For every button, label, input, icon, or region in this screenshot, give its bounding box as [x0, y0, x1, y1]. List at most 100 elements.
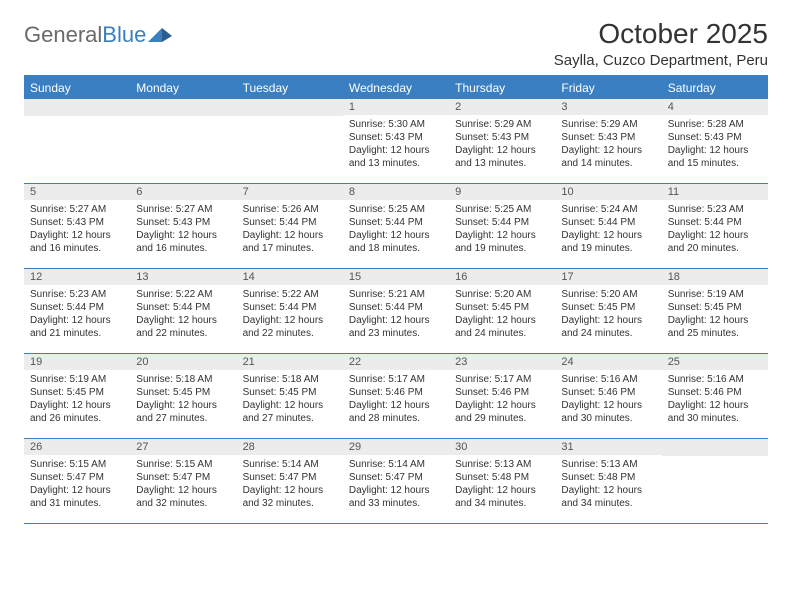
weekday-header: Monday [130, 77, 236, 99]
daylight-line: Daylight: 12 hours and 20 minutes. [668, 229, 762, 255]
daylight-line: Daylight: 12 hours and 19 minutes. [561, 229, 655, 255]
sunrise-line: Sunrise: 5:18 AM [243, 373, 337, 386]
day-cell: 11Sunrise: 5:23 AMSunset: 5:44 PMDayligh… [662, 184, 768, 268]
logo-text-blue: Blue [102, 22, 146, 48]
sunrise-line: Sunrise: 5:18 AM [136, 373, 230, 386]
logo: GeneralBlue [24, 18, 172, 48]
day-body: Sunrise: 5:23 AMSunset: 5:44 PMDaylight:… [24, 285, 130, 344]
day-number: 2 [449, 99, 555, 115]
day-body: Sunrise: 5:30 AMSunset: 5:43 PMDaylight:… [343, 115, 449, 174]
day-number: 28 [237, 439, 343, 455]
day-body: Sunrise: 5:25 AMSunset: 5:44 PMDaylight:… [343, 200, 449, 259]
day-body: Sunrise: 5:27 AMSunset: 5:43 PMDaylight:… [130, 200, 236, 259]
day-body: Sunrise: 5:29 AMSunset: 5:43 PMDaylight:… [449, 115, 555, 174]
week-row: 12Sunrise: 5:23 AMSunset: 5:44 PMDayligh… [24, 269, 768, 354]
day-number: 29 [343, 439, 449, 455]
month-title: October 2025 [554, 18, 768, 50]
sunset-line: Sunset: 5:45 PM [455, 301, 549, 314]
header: GeneralBlue October 2025 Saylla, Cuzco D… [24, 18, 768, 69]
day-cell [130, 99, 236, 183]
day-body: Sunrise: 5:17 AMSunset: 5:46 PMDaylight:… [343, 370, 449, 429]
calendar: SundayMondayTuesdayWednesdayThursdayFrid… [24, 75, 768, 524]
sunset-line: Sunset: 5:43 PM [30, 216, 124, 229]
daylight-line: Daylight: 12 hours and 22 minutes. [243, 314, 337, 340]
day-body: Sunrise: 5:17 AMSunset: 5:46 PMDaylight:… [449, 370, 555, 429]
sunrise-line: Sunrise: 5:16 AM [668, 373, 762, 386]
sunrise-line: Sunrise: 5:13 AM [455, 458, 549, 471]
day-cell [237, 99, 343, 183]
weekday-row: SundayMondayTuesdayWednesdayThursdayFrid… [24, 77, 768, 99]
daylight-line: Daylight: 12 hours and 21 minutes. [30, 314, 124, 340]
daylight-line: Daylight: 12 hours and 30 minutes. [561, 399, 655, 425]
sunrise-line: Sunrise: 5:19 AM [30, 373, 124, 386]
day-cell: 24Sunrise: 5:16 AMSunset: 5:46 PMDayligh… [555, 354, 661, 438]
day-cell: 3Sunrise: 5:29 AMSunset: 5:43 PMDaylight… [555, 99, 661, 183]
sunrise-line: Sunrise: 5:28 AM [668, 118, 762, 131]
sunset-line: Sunset: 5:43 PM [561, 131, 655, 144]
daylight-line: Daylight: 12 hours and 23 minutes. [349, 314, 443, 340]
day-body [130, 116, 236, 123]
daylight-line: Daylight: 12 hours and 25 minutes. [668, 314, 762, 340]
logo-mark-icon [148, 22, 172, 48]
sunset-line: Sunset: 5:44 PM [243, 216, 337, 229]
day-cell: 9Sunrise: 5:25 AMSunset: 5:44 PMDaylight… [449, 184, 555, 268]
weeks-container: 1Sunrise: 5:30 AMSunset: 5:43 PMDaylight… [24, 99, 768, 524]
day-body: Sunrise: 5:13 AMSunset: 5:48 PMDaylight:… [555, 455, 661, 514]
daylight-line: Daylight: 12 hours and 32 minutes. [136, 484, 230, 510]
sunrise-line: Sunrise: 5:20 AM [455, 288, 549, 301]
week-row: 19Sunrise: 5:19 AMSunset: 5:45 PMDayligh… [24, 354, 768, 439]
sunrise-line: Sunrise: 5:27 AM [30, 203, 124, 216]
sunset-line: Sunset: 5:47 PM [30, 471, 124, 484]
day-cell: 14Sunrise: 5:22 AMSunset: 5:44 PMDayligh… [237, 269, 343, 353]
day-cell: 27Sunrise: 5:15 AMSunset: 5:47 PMDayligh… [130, 439, 236, 523]
day-cell [662, 439, 768, 523]
day-body: Sunrise: 5:21 AMSunset: 5:44 PMDaylight:… [343, 285, 449, 344]
sunset-line: Sunset: 5:48 PM [561, 471, 655, 484]
daylight-line: Daylight: 12 hours and 31 minutes. [30, 484, 124, 510]
sunset-line: Sunset: 5:44 PM [349, 216, 443, 229]
sunset-line: Sunset: 5:46 PM [668, 386, 762, 399]
day-cell: 7Sunrise: 5:26 AMSunset: 5:44 PMDaylight… [237, 184, 343, 268]
day-body: Sunrise: 5:22 AMSunset: 5:44 PMDaylight:… [237, 285, 343, 344]
day-body: Sunrise: 5:24 AMSunset: 5:44 PMDaylight:… [555, 200, 661, 259]
weekday-header: Saturday [662, 77, 768, 99]
sunrise-line: Sunrise: 5:15 AM [136, 458, 230, 471]
day-number: 16 [449, 269, 555, 285]
daylight-line: Daylight: 12 hours and 24 minutes. [561, 314, 655, 340]
sunrise-line: Sunrise: 5:16 AM [561, 373, 655, 386]
daylight-line: Daylight: 12 hours and 16 minutes. [136, 229, 230, 255]
day-cell: 22Sunrise: 5:17 AMSunset: 5:46 PMDayligh… [343, 354, 449, 438]
sunset-line: Sunset: 5:44 PM [136, 301, 230, 314]
daylight-line: Daylight: 12 hours and 27 minutes. [243, 399, 337, 425]
sunrise-line: Sunrise: 5:22 AM [243, 288, 337, 301]
sunset-line: Sunset: 5:47 PM [349, 471, 443, 484]
sunrise-line: Sunrise: 5:19 AM [668, 288, 762, 301]
day-number: 9 [449, 184, 555, 200]
day-cell: 21Sunrise: 5:18 AMSunset: 5:45 PMDayligh… [237, 354, 343, 438]
daylight-line: Daylight: 12 hours and 29 minutes. [455, 399, 549, 425]
day-number: 4 [662, 99, 768, 115]
day-number: 13 [130, 269, 236, 285]
sunrise-line: Sunrise: 5:22 AM [136, 288, 230, 301]
weekday-header: Wednesday [343, 77, 449, 99]
day-number [130, 99, 236, 116]
day-number: 27 [130, 439, 236, 455]
sunrise-line: Sunrise: 5:30 AM [349, 118, 443, 131]
day-cell: 4Sunrise: 5:28 AMSunset: 5:43 PMDaylight… [662, 99, 768, 183]
day-body: Sunrise: 5:19 AMSunset: 5:45 PMDaylight:… [662, 285, 768, 344]
sunset-line: Sunset: 5:44 PM [561, 216, 655, 229]
day-cell: 28Sunrise: 5:14 AMSunset: 5:47 PMDayligh… [237, 439, 343, 523]
sunrise-line: Sunrise: 5:29 AM [455, 118, 549, 131]
sunset-line: Sunset: 5:43 PM [136, 216, 230, 229]
day-number: 1 [343, 99, 449, 115]
day-body [237, 116, 343, 123]
daylight-line: Daylight: 12 hours and 30 minutes. [668, 399, 762, 425]
day-cell: 17Sunrise: 5:20 AMSunset: 5:45 PMDayligh… [555, 269, 661, 353]
daylight-line: Daylight: 12 hours and 33 minutes. [349, 484, 443, 510]
day-body: Sunrise: 5:25 AMSunset: 5:44 PMDaylight:… [449, 200, 555, 259]
sunset-line: Sunset: 5:43 PM [455, 131, 549, 144]
daylight-line: Daylight: 12 hours and 24 minutes. [455, 314, 549, 340]
day-body: Sunrise: 5:22 AMSunset: 5:44 PMDaylight:… [130, 285, 236, 344]
day-cell: 19Sunrise: 5:19 AMSunset: 5:45 PMDayligh… [24, 354, 130, 438]
logo-text-gray: General [24, 22, 102, 48]
